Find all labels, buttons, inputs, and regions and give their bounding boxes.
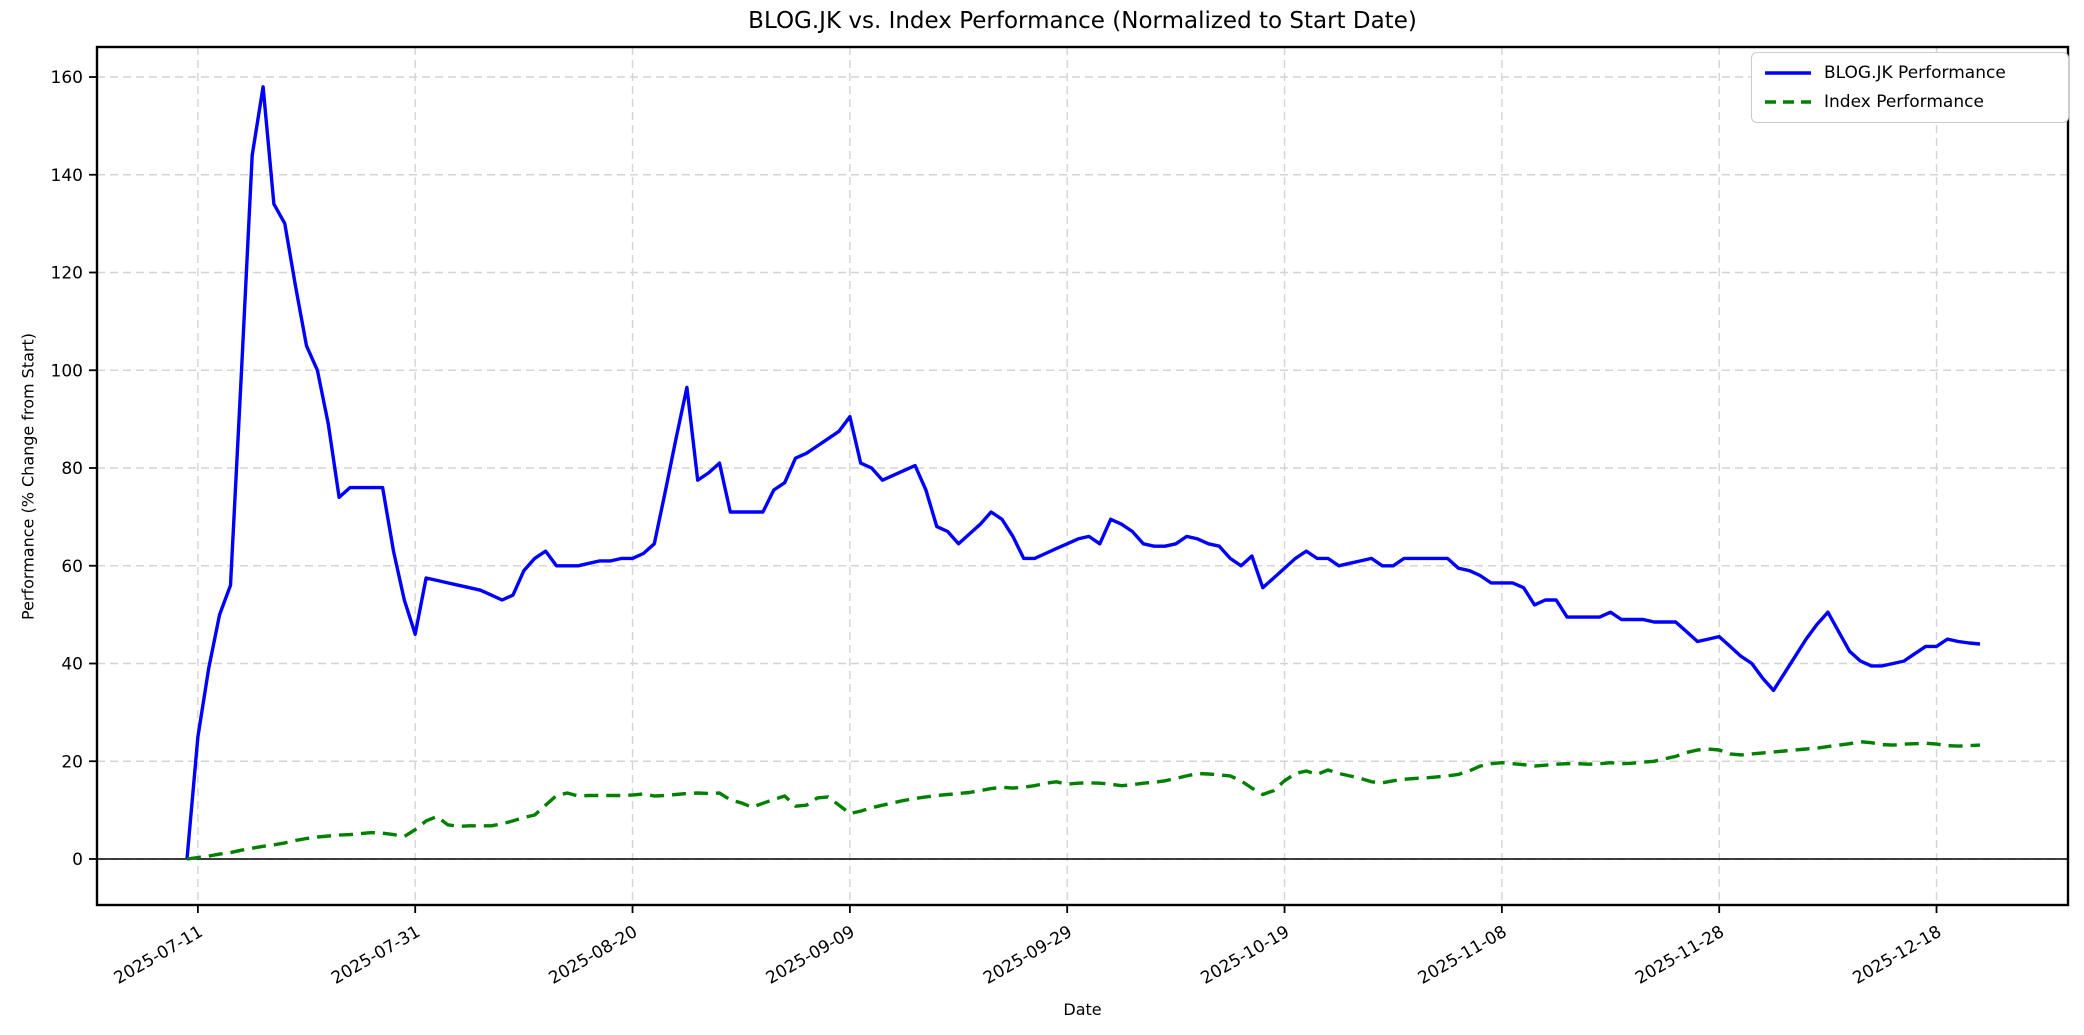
legend-item-index: Index Performance (1764, 92, 2056, 112)
legend-item-blogjk: BLOG.JK Performance (1764, 63, 2056, 83)
x-tick-label: 2025-12-18 (1849, 922, 1945, 989)
tick-marks (89, 76, 1938, 913)
chart-title: BLOG.JK vs. Index Performance (Normalize… (748, 8, 1417, 34)
x-axis-title: Date (1063, 1000, 1102, 1019)
y-tick-label: 120 (51, 264, 83, 284)
y-tick-label: 160 (51, 68, 83, 88)
legend-label-index: Index Performance (1824, 92, 1984, 112)
series-line-blogjk (185, 85, 1981, 860)
legend-swatch-dashed-line (1765, 100, 1811, 104)
x-tick-label: 2025-08-20 (545, 922, 641, 989)
x-tick-label: 2025-11-08 (1415, 922, 1511, 989)
y-tick-label: 20 (61, 752, 83, 772)
x-tick-label: 2025-10-19 (1197, 922, 1293, 989)
series-line-index (186, 740, 1981, 861)
legend-swatch-solid-line (1765, 71, 1811, 75)
y-tick-label: 80 (61, 459, 83, 479)
y-tick-label: 0 (72, 850, 83, 870)
legend-label-blogjk: BLOG.JK Performance (1824, 63, 2006, 83)
x-tick-label: 2025-11-28 (1632, 922, 1728, 989)
tick-labels: 0 20 40 60 80 100 120 140 160 2025-07-11 2025-07-3… (51, 68, 1945, 989)
y-tick-label: 140 (51, 166, 83, 186)
y-tick-label: 40 (61, 655, 83, 675)
x-tick-label: 2025-09-29 (980, 922, 1076, 989)
plot-border (95, 45, 2070, 907)
x-tick-label: 2025-09-09 (763, 922, 859, 989)
x-tick-label: 2025-07-11 (111, 922, 207, 989)
y-tick-label: 100 (51, 361, 83, 381)
y-axis-title: Performance (% Change from Start) (18, 333, 38, 620)
legend: BLOG.JK Performance Index Performance (1751, 52, 2069, 123)
y-tick-label: 60 (61, 557, 83, 577)
x-tick-label: 2025-07-31 (328, 922, 424, 989)
gridlines (97, 47, 2068, 905)
